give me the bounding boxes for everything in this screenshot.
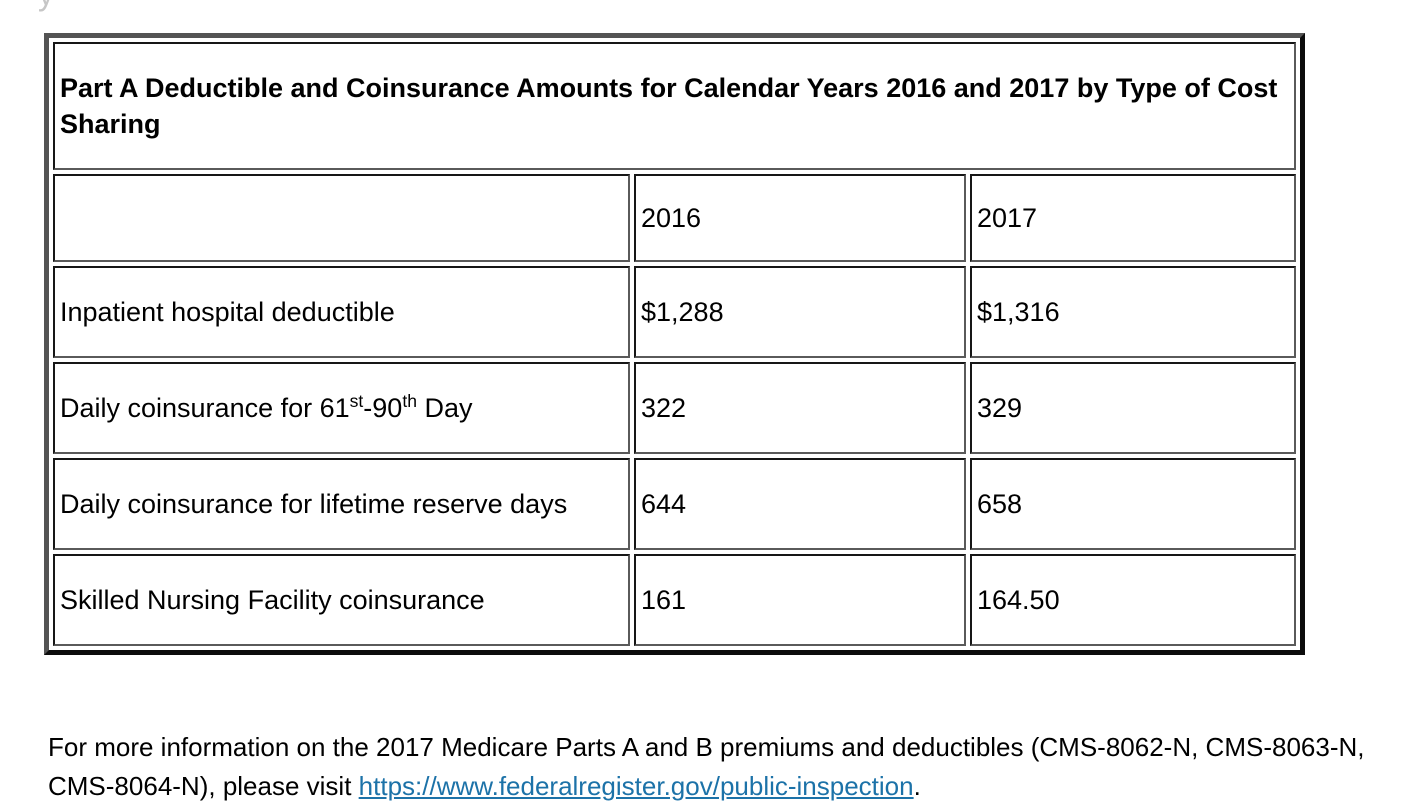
value-2017: $1,316 [970, 266, 1296, 358]
footer-text: For more information on the 2017 Medicar… [48, 732, 1365, 762]
footer-note: For more information on the 2017 Medicar… [48, 728, 1403, 806]
footer-text: . [913, 771, 921, 801]
value-2017: 658 [970, 458, 1296, 550]
header-cell-2017: 2017 [970, 174, 1296, 262]
row-label: Daily coinsurance for 61st-90th Day [53, 362, 630, 454]
footer-line-2: CMS-8064-N), please visit https://www.fe… [48, 767, 1403, 806]
value-2016: $1,288 [634, 266, 966, 358]
table-title-row: Part A Deductible and Coinsurance Amount… [53, 42, 1296, 170]
label-text: Day [416, 393, 473, 423]
value-2016: 644 [634, 458, 966, 550]
table-row-lifetime-reserve: Daily coinsurance for lifetime reserve d… [53, 458, 1296, 550]
row-label: Skilled Nursing Facility coinsurance [53, 554, 630, 646]
value-2016: 322 [634, 362, 966, 454]
header-cell-2016: 2016 [634, 174, 966, 262]
ordinal-superscript: th [402, 391, 417, 411]
row-label: Daily coinsurance for lifetime reserve d… [53, 458, 630, 550]
value-2016: 161 [634, 554, 966, 646]
footer-line-1: For more information on the 2017 Medicar… [48, 728, 1403, 767]
value-2017: 329 [970, 362, 1296, 454]
table-row-inpatient-deductible: Inpatient hospital deductible $1,288 $1,… [53, 266, 1296, 358]
label-text: -90 [363, 393, 403, 423]
footer-text: CMS-8064-N), please visit [48, 771, 359, 801]
table-row-snf-coinsurance: Skilled Nursing Facility coinsurance 161… [53, 554, 1296, 646]
cropped-text-fragment: y [38, 0, 54, 13]
table-title: Part A Deductible and Coinsurance Amount… [53, 42, 1296, 170]
header-cell-empty [53, 174, 630, 262]
ordinal-superscript: st [349, 391, 364, 411]
part-a-cost-sharing-table: Part A Deductible and Coinsurance Amount… [44, 33, 1305, 655]
federal-register-link[interactable]: https://www.federalregister.gov/public-i… [358, 771, 914, 801]
label-text: Daily coinsurance for 61 [60, 393, 350, 423]
row-label: Inpatient hospital deductible [53, 266, 630, 358]
table-header-row: 2016 2017 [53, 174, 1296, 262]
value-2017: 164.50 [970, 554, 1296, 646]
table-row-daily-coinsurance-61-90: Daily coinsurance for 61st-90th Day 322 … [53, 362, 1296, 454]
